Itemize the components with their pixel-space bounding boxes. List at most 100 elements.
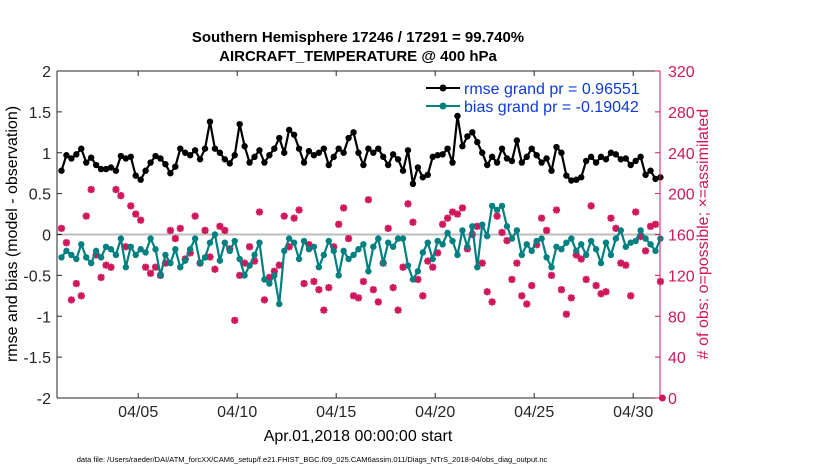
rmse-point bbox=[444, 145, 451, 152]
obs-count-marker bbox=[493, 212, 501, 220]
bias-point bbox=[573, 247, 580, 255]
y-right-tick-label: 40 bbox=[668, 350, 686, 367]
bias-point bbox=[434, 237, 441, 245]
rmse-point bbox=[592, 159, 600, 166]
bias-point bbox=[632, 237, 639, 245]
obs-count-marker bbox=[369, 286, 377, 294]
legend: rmse grand pr = 0.96551 bias grand pr = … bbox=[426, 81, 640, 116]
bias-point bbox=[241, 272, 248, 279]
rmse-point bbox=[493, 159, 501, 166]
rmse-point bbox=[310, 152, 318, 159]
rmse-point bbox=[196, 156, 204, 163]
bias-point bbox=[360, 241, 367, 248]
y-right-tick-label: 160 bbox=[668, 228, 695, 245]
rmse-point bbox=[251, 153, 258, 161]
bias-point bbox=[612, 235, 620, 242]
obs-count-marker bbox=[488, 298, 496, 306]
rmse-point bbox=[142, 167, 149, 174]
rmse-point bbox=[503, 155, 511, 162]
obs-count-marker bbox=[290, 214, 298, 222]
rmse-point bbox=[63, 152, 70, 159]
y-right-tick-label: 120 bbox=[668, 268, 695, 285]
x-axis-label: Apr.01,2018 00:00:00 start bbox=[264, 428, 453, 445]
obs-count-marker bbox=[300, 279, 308, 288]
rmse-point bbox=[384, 161, 392, 169]
bias-point bbox=[617, 227, 625, 234]
rmse-point bbox=[122, 155, 130, 162]
obs-count-marker bbox=[77, 292, 85, 300]
rmse-point bbox=[147, 159, 154, 166]
rmse-point bbox=[483, 161, 491, 169]
obs-count-marker bbox=[622, 261, 630, 269]
obs-count-marker bbox=[340, 204, 348, 212]
obs-count-marker bbox=[582, 275, 590, 284]
obs-count-marker bbox=[587, 202, 595, 210]
rmse-point bbox=[469, 129, 476, 136]
obs-count-marker bbox=[295, 206, 303, 214]
bias-point bbox=[330, 247, 337, 255]
y-right-tick-label: 280 bbox=[668, 105, 695, 122]
bias-point bbox=[533, 237, 540, 245]
y-right-tick-label: 320 bbox=[668, 64, 695, 81]
rmse-point bbox=[523, 153, 530, 161]
y-tick-label: -1.5 bbox=[23, 350, 51, 367]
obs-count-marker bbox=[241, 259, 249, 267]
bias-point bbox=[122, 264, 130, 271]
bias-point bbox=[429, 255, 436, 263]
obs-count-marker bbox=[359, 277, 368, 286]
bias-point bbox=[320, 251, 328, 259]
bias-point bbox=[276, 300, 283, 308]
rmse-point bbox=[281, 149, 288, 156]
rmse-point bbox=[92, 161, 100, 169]
rmse-point bbox=[206, 118, 214, 125]
obs-count-marker bbox=[132, 210, 140, 218]
bias-point bbox=[518, 251, 526, 259]
bias-point bbox=[454, 251, 461, 259]
obs-count-marker bbox=[394, 306, 402, 314]
chart-title: Southern Hemisphere 17246 / 17291 = 99.7… bbox=[192, 29, 524, 46]
rmse-point bbox=[221, 156, 229, 163]
bias-point bbox=[216, 257, 224, 264]
bias-point bbox=[177, 264, 184, 271]
bias-point bbox=[498, 202, 506, 210]
rmse-point bbox=[112, 167, 120, 174]
bias-point bbox=[142, 249, 149, 256]
obs-count-marker bbox=[191, 212, 199, 220]
obs-count-marker bbox=[552, 206, 561, 214]
obs-count-marker bbox=[67, 296, 75, 304]
obs-count-marker bbox=[523, 300, 531, 308]
obs-count-marker bbox=[389, 284, 397, 292]
rmse-point bbox=[182, 149, 189, 156]
rmse-point bbox=[276, 134, 283, 142]
rmse-point bbox=[414, 164, 422, 171]
obs-count-marker bbox=[577, 255, 585, 263]
rmse-point bbox=[454, 112, 461, 120]
legend-rmse-marker bbox=[439, 84, 447, 92]
rmse-point bbox=[167, 169, 174, 177]
bias-point bbox=[117, 235, 125, 242]
legend-bias-marker bbox=[439, 102, 447, 110]
rmse-point bbox=[375, 145, 382, 152]
rmse-point bbox=[355, 149, 362, 156]
obs-count-marker bbox=[216, 222, 224, 230]
bias-point bbox=[251, 251, 258, 259]
obs-count-marker bbox=[538, 214, 546, 222]
legend-bias-label: bias grand pr = -0.19042 bbox=[464, 99, 639, 116]
bias-point bbox=[538, 235, 545, 242]
bias-point bbox=[508, 235, 516, 242]
bias-point bbox=[548, 264, 555, 271]
y-axis-label: rmse and bias (model - observation) bbox=[4, 106, 21, 362]
y-tick-label: 1.5 bbox=[29, 105, 51, 122]
bias-point bbox=[315, 264, 323, 271]
bias-point bbox=[503, 223, 511, 230]
obs-count-marker bbox=[280, 212, 288, 220]
rmse-point bbox=[271, 145, 278, 152]
obs-count-marker bbox=[344, 234, 353, 243]
rmse-point bbox=[647, 167, 654, 174]
obs-count-marker bbox=[627, 292, 635, 300]
bias-point bbox=[261, 276, 268, 283]
rmse-point bbox=[607, 149, 615, 156]
rmse-point bbox=[315, 149, 323, 156]
bias-point bbox=[167, 259, 174, 267]
y-right-tick-label: 80 bbox=[668, 309, 686, 326]
